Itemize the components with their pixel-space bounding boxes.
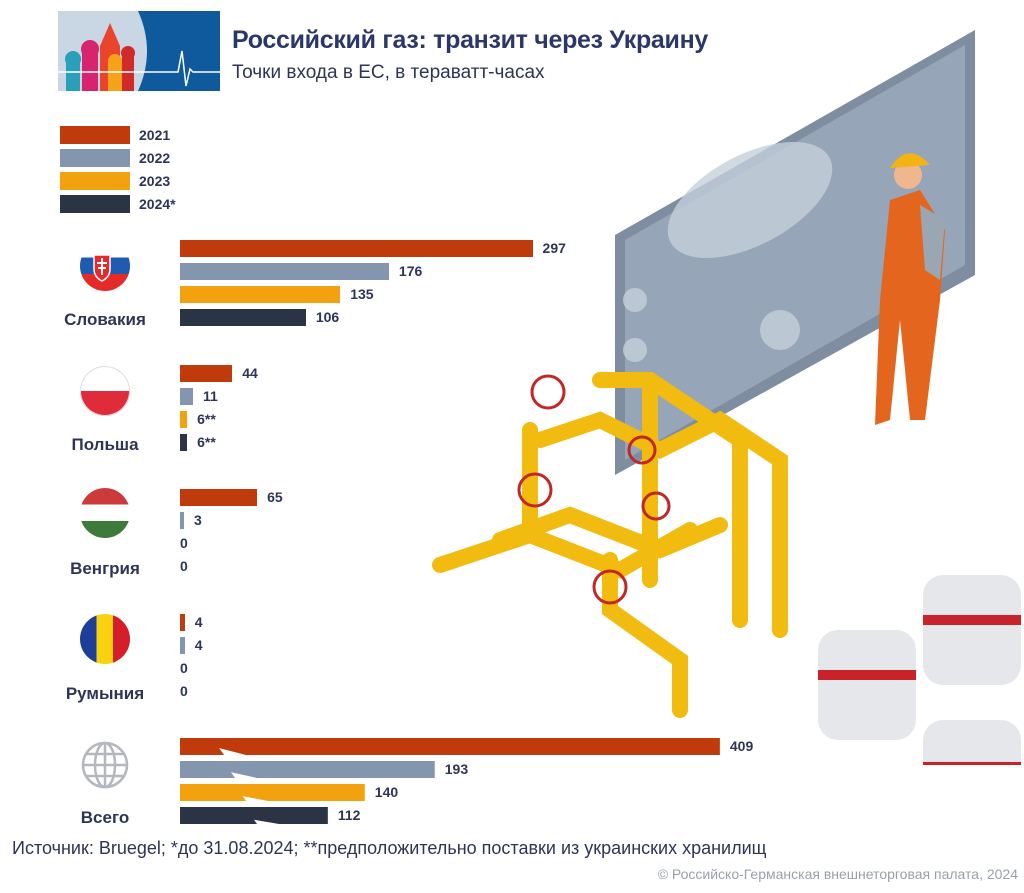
value-label: 4 <box>194 614 203 630</box>
legend-label: 2024* <box>139 196 176 212</box>
bar-Всего-2022 <box>180 761 435 778</box>
legend-label: 2021 <box>139 127 171 143</box>
bar-Венгрия-2022 <box>180 512 184 529</box>
value-label: 106 <box>315 309 340 325</box>
bar-Словакия-2024 <box>180 309 306 326</box>
bar-Словакия-2022 <box>180 263 389 280</box>
legend-label: 2023 <box>139 173 171 189</box>
value-label: 6** <box>197 434 216 450</box>
bar-Венгрия-2021 <box>180 489 258 506</box>
value-label: 135 <box>350 286 374 302</box>
value-label: 0 <box>180 558 188 574</box>
bar-Словакия-2023 <box>180 286 341 303</box>
bar-Румыния-2021 <box>180 614 185 631</box>
bar-Польша-2023 <box>180 411 188 428</box>
value-label: 0 <box>180 535 188 551</box>
value-label: 6** <box>197 411 216 427</box>
value-label: 44 <box>242 365 258 381</box>
bar-Польша-2024 <box>180 434 188 451</box>
bar-Румыния-2022 <box>180 637 185 654</box>
legend-swatch-2021 <box>60 126 130 144</box>
value-label: 140 <box>374 784 399 800</box>
bar-Всего-2024 <box>180 807 328 824</box>
value-label: 0 <box>180 683 188 699</box>
copyright: © Российско-Германская внешнеторговая па… <box>657 866 1018 882</box>
logo <box>58 11 220 91</box>
value-label: 3 <box>194 512 202 528</box>
chart-subtitle: Точки входа в ЕС, в тераватт-часах <box>232 62 545 83</box>
value-label: 11 <box>203 388 218 404</box>
legend-swatch-2024 <box>60 195 130 213</box>
value-label: 176 <box>398 263 423 279</box>
legend-swatch-2023 <box>60 172 130 190</box>
category-label: Румыния <box>65 684 145 703</box>
category-label: Словакия <box>64 310 146 329</box>
bar-Всего-2021 <box>180 738 720 755</box>
value-label: 193 <box>444 761 469 777</box>
globe-icon <box>81 741 129 789</box>
value-label: 409 <box>729 738 754 754</box>
value-label: 297 <box>542 240 566 256</box>
bar-Польша-2021 <box>180 365 233 382</box>
chart-title: Российский газ: транзит через Украину <box>232 26 708 54</box>
hungary-flag <box>80 488 130 538</box>
legend-label: 2022 <box>139 150 171 166</box>
category-label: Польша <box>71 435 139 454</box>
bar-Всего-2023 <box>180 784 365 801</box>
bar-Польша-2022 <box>180 388 194 405</box>
poland-flag <box>80 366 130 416</box>
romania-flag <box>80 614 130 664</box>
value-label: 0 <box>180 660 188 676</box>
legend-swatch-2022 <box>60 149 130 167</box>
bar-Словакия-2021 <box>180 240 533 257</box>
value-label: 65 <box>267 489 283 505</box>
category-label: Венгрия <box>70 559 140 578</box>
gas-industry-illustration <box>432 30 1021 765</box>
slovakia-flag <box>80 241 130 291</box>
value-label: 112 <box>337 807 361 823</box>
source-note: Источник: Bruegel; *до 31.08.2024; **пре… <box>12 838 767 858</box>
value-label: 4 <box>194 637 203 653</box>
category-label: Всего <box>80 808 130 827</box>
